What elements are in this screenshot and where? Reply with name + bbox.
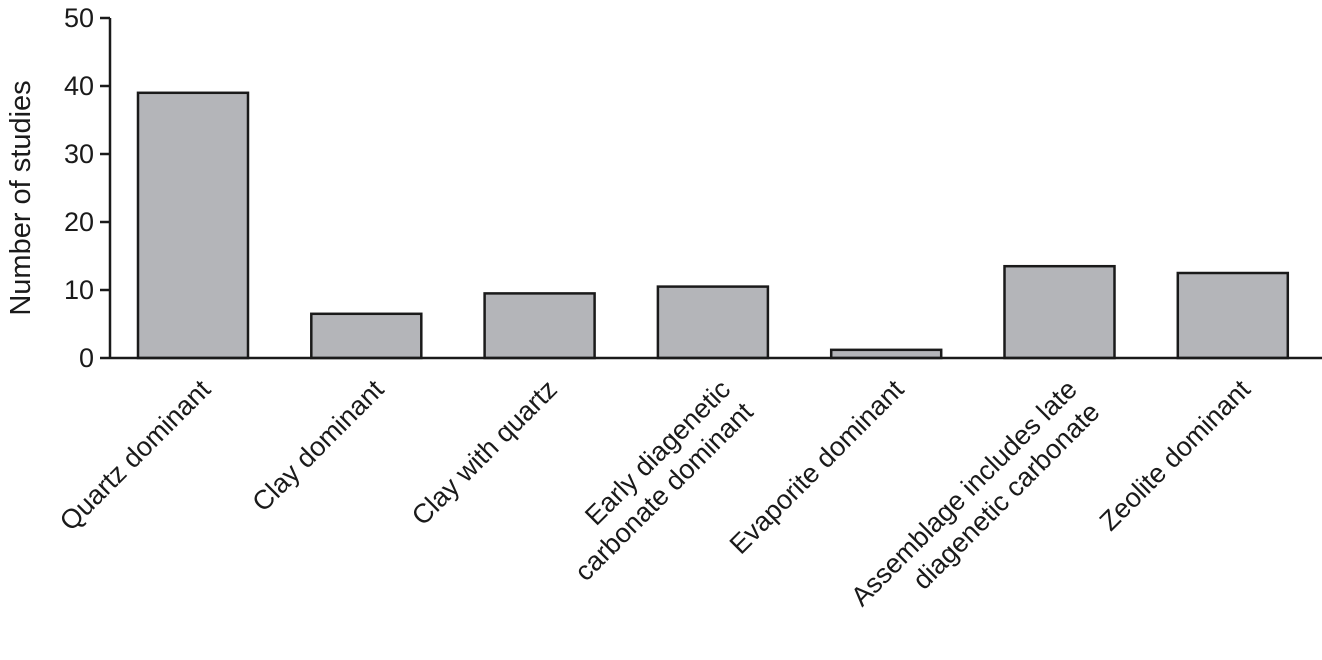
bar (310, 312, 423, 360)
bars (136, 91, 1290, 360)
y-axis: 0 10 20 30 40 50 (64, 3, 110, 373)
y-tick-label: 10 (64, 275, 94, 305)
x-tick-label: Clay dominant (246, 374, 390, 518)
x-axis-labels: Quartz dominant Clay dominant Clay with qu… (54, 374, 1257, 612)
x-tick-label-line: Quartz dominant (54, 374, 217, 537)
x-tick-label: Early diageneticcarbonate dominant (546, 374, 759, 587)
bar (483, 292, 596, 360)
x-tick-label: Clay with quartz (406, 374, 563, 531)
x-tick-label-line: Zeolite dominant (1094, 374, 1257, 537)
x-tick-label: Zeolite dominant (1094, 374, 1257, 537)
y-tick-label: 0 (79, 343, 94, 373)
x-tick-label: Quartz dominant (54, 374, 217, 537)
x-tick-label-line: Clay dominant (246, 374, 390, 518)
bar (656, 285, 770, 360)
x-tick-label-line: diagenetic carbonate (907, 397, 1105, 595)
y-tick-label: 30 (64, 139, 94, 169)
bar (136, 91, 250, 360)
x-tick-label-line: Clay with quartz (406, 374, 563, 531)
y-tick-label: 50 (64, 3, 94, 33)
bar (1176, 271, 1290, 360)
y-tick-label: 40 (64, 71, 94, 101)
x-tick-label-line: Evaporite dominant (724, 374, 910, 560)
bar (1003, 264, 1116, 360)
y-tick-label: 20 (64, 207, 94, 237)
x-tick-label: Evaporite dominant (724, 374, 910, 560)
y-axis-title: Number of studies (5, 80, 37, 315)
